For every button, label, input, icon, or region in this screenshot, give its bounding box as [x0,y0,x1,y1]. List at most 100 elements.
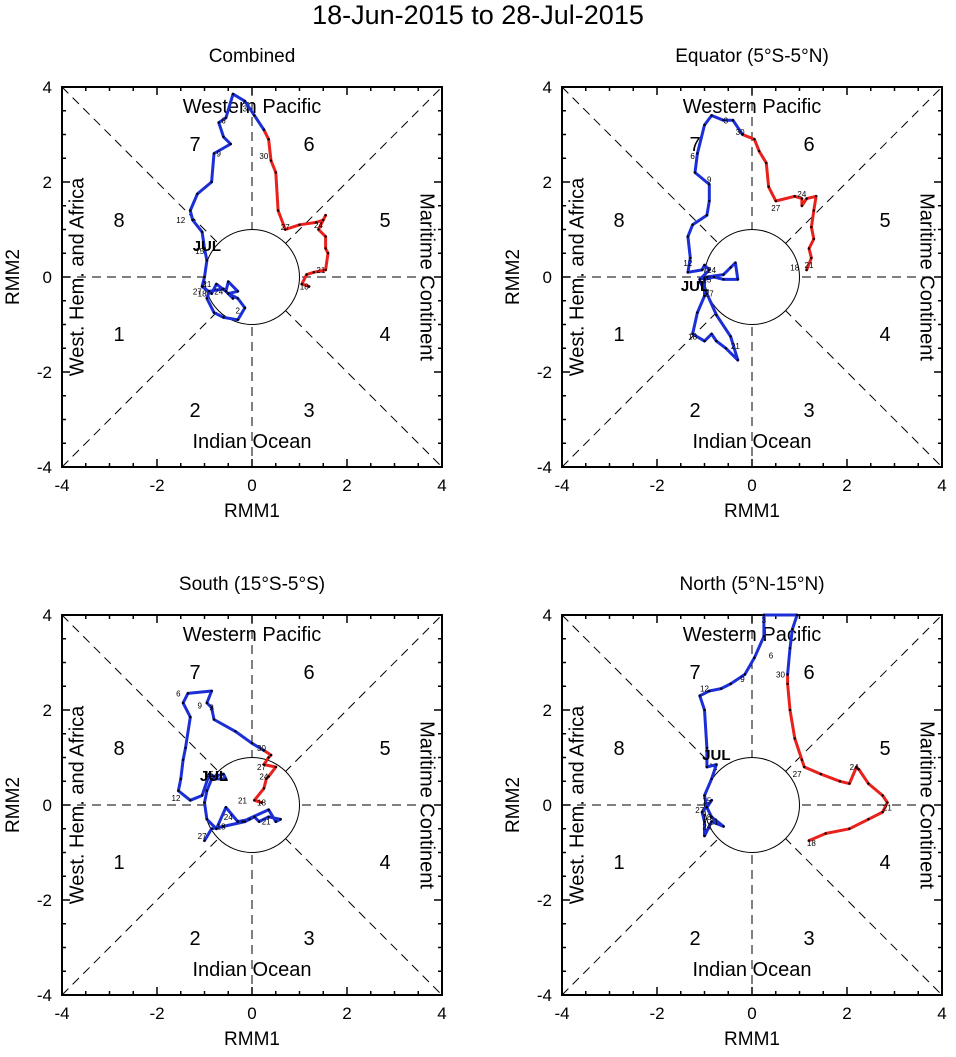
trajectory-point [800,758,804,762]
phase-label: 1 [613,324,624,346]
trajectory-point [743,673,747,676]
day-label: 27 [198,832,207,841]
day-label: 15 [702,796,711,805]
panel-title: Equator (5°S-5°N) [675,46,829,67]
day-label: 9 [198,701,203,710]
y-axis-title: RMM2 [3,249,24,305]
trajectory-point [181,758,185,762]
day-label: 18 [217,822,226,831]
trajectory-point [881,794,884,797]
phase-label: 7 [189,662,200,684]
day-label: 24 [707,266,716,275]
trajectory-point [243,100,247,103]
trajectory-point [262,128,266,131]
day-label: 21 [316,266,325,275]
trajectory-point [698,280,701,283]
day-label: 6 [176,689,181,698]
x-axis-title: RMM1 [224,501,280,522]
x-axis-title: RMM1 [724,501,780,522]
trajectory-point [729,335,732,338]
trajectory-point [210,706,213,709]
trajectory-point [317,228,320,231]
trajectory-point [708,689,711,693]
trajectory-point [189,209,192,212]
trajectory-point [848,827,851,830]
phase-label: 3 [303,928,314,950]
trajectory-point [715,339,718,343]
x-tick-label: -4 [54,476,69,495]
trajectory-point [734,261,737,264]
trajectory-point [212,152,216,155]
y-tick-label: 0 [43,796,52,815]
phase-label: 5 [879,738,890,760]
trajectory-point [712,275,716,279]
region-label-right: Maritime Continent [916,721,938,889]
trajectory-point [212,311,216,314]
trajectory-point [736,278,739,281]
trajectory-point [703,339,706,343]
phase-label: 1 [613,852,624,874]
trajectory-point [234,730,237,733]
trajectory-point [722,825,725,828]
phase-label: 4 [879,852,890,874]
phase-label: 3 [803,400,814,422]
phase-label: 5 [879,210,890,232]
phase-label: 2 [189,400,200,422]
trajectory-point [762,635,766,638]
trajectory-point [181,701,185,705]
trajectory-point [788,708,792,712]
trajectory-point [236,297,239,300]
trajectory-point [795,613,799,617]
trajectory-point [857,768,861,771]
day-label: 12 [683,259,692,268]
phase-label: 2 [689,400,700,422]
trajectory-point [703,708,706,712]
phase-label: 3 [303,400,314,422]
trajectory-point [210,180,213,184]
trajectory-point [715,763,718,766]
day-label: 18 [257,799,266,808]
trajectory-point [810,225,813,229]
trajectory-point [229,142,232,146]
trajectory-point [774,199,777,203]
trajectory-point [236,820,239,823]
trajectory-point [262,749,266,752]
trajectory-point [700,810,704,814]
region-label-right: Maritime Continent [916,193,938,361]
trajectory-point [262,787,266,790]
day-label: 27 [193,287,202,296]
trajectory-point [208,290,211,293]
day-label: 18 [790,264,799,273]
trajectory-point [253,799,256,802]
phase-plot-north: North (5°N-15°N)-4-4-2-2002244RMM1RMM2We… [503,574,947,1050]
region-label-left: West. Hem. and Africa [566,705,588,904]
x-tick-label: 0 [747,1004,756,1023]
trajectory-point [722,278,725,281]
trajectory-point [267,815,270,819]
day-label: 21 [731,342,740,351]
x-tick-label: 2 [342,476,351,495]
trajectory-point [710,777,713,781]
trajectory-point [300,282,304,286]
x-tick-label: -2 [149,476,164,495]
x-tick-label: 4 [937,476,946,495]
x-tick-label: 2 [842,1004,851,1023]
trajectory-point [222,825,225,828]
trajectory-point [729,266,732,269]
phase-label: 2 [189,928,200,950]
trajectory-point [807,247,811,250]
day-label: 18 [300,283,309,292]
phase-label: 6 [303,134,314,156]
y-tick-label: 2 [43,173,52,192]
trajectory-point [186,692,190,695]
trajectory-point [231,297,235,300]
day-label: 6 [769,651,774,660]
trajectory-point [691,332,694,336]
region-label-right: Maritime Continent [416,193,438,361]
region-label-top: Western Pacific [683,624,822,646]
region-label-top: Western Pacific [183,96,322,118]
y-tick-label: 4 [43,606,52,625]
day-label: 9 [217,150,222,159]
day-label: 18 [807,839,816,848]
day-label: 24 [259,773,268,782]
